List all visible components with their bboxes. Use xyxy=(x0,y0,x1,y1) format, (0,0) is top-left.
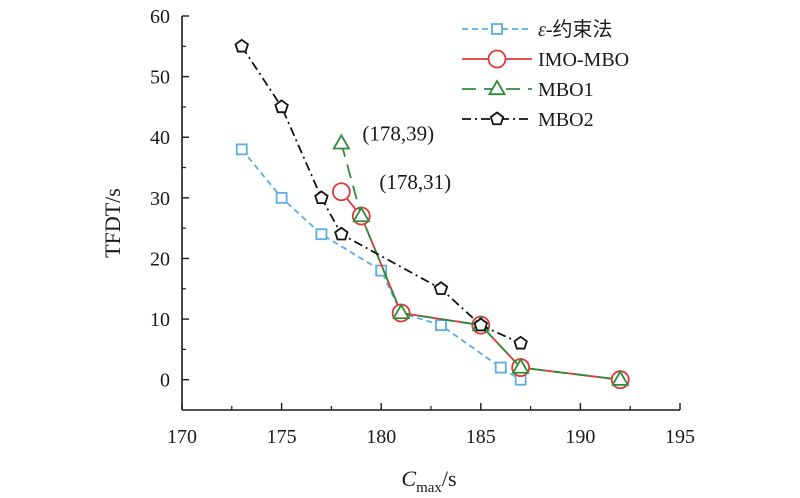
data-point xyxy=(435,319,447,332)
y-tick-label: 40 xyxy=(150,127,170,149)
series-line xyxy=(340,143,621,381)
x-tick-label: 180 xyxy=(366,426,396,448)
data-point xyxy=(433,281,449,295)
data-point xyxy=(494,361,507,374)
data-point xyxy=(334,226,349,241)
data-point xyxy=(315,228,328,241)
series-line xyxy=(241,148,522,381)
data-point xyxy=(235,143,248,156)
legend-marker xyxy=(487,79,507,96)
x-axis-label-subscript: max xyxy=(416,480,442,496)
legend-item: ε-约束法 xyxy=(462,18,613,41)
x-axis-label: Cmax/s xyxy=(401,466,456,496)
legend-marker xyxy=(491,23,503,35)
annotation-label: (178,39) xyxy=(362,121,434,145)
x-tick-label: 195 xyxy=(665,426,695,448)
y-tick-label: 0 xyxy=(160,370,170,392)
data-point xyxy=(332,133,351,150)
data-point xyxy=(352,206,371,223)
y-tick-label: 20 xyxy=(150,248,170,270)
y-axis-label: TFDT/s xyxy=(100,188,125,258)
legend-item: MBO1 xyxy=(462,79,594,101)
legend-label-symbol: ε xyxy=(538,19,546,41)
data-point xyxy=(331,182,351,202)
data-point xyxy=(473,317,489,332)
y-tick-label: 50 xyxy=(150,67,170,89)
legend-marker xyxy=(489,111,505,126)
legend-label: MBO2 xyxy=(538,109,594,131)
series-4 xyxy=(234,38,528,350)
annotation-layer: (178,39) (178,31) xyxy=(362,121,451,193)
series-2 xyxy=(331,182,630,390)
legend-label: IMO-MBO xyxy=(538,49,629,71)
legend-item: IMO-MBO xyxy=(462,49,629,71)
data-point xyxy=(274,99,289,114)
legend-label: ε-约束法 xyxy=(538,18,613,41)
legend: ε-约束法 IMO-MBO MBO1 MBO2 xyxy=(462,18,629,131)
data-point xyxy=(513,335,528,350)
data-point xyxy=(234,38,249,53)
series-line xyxy=(340,191,621,381)
data-point xyxy=(314,190,329,205)
data-point xyxy=(511,357,530,374)
legend-marker xyxy=(487,49,507,69)
series-layer xyxy=(234,38,630,390)
data-point xyxy=(391,303,411,320)
y-tick-label: 30 xyxy=(150,188,170,210)
x-tick-label: 175 xyxy=(267,426,297,448)
legend-item: MBO2 xyxy=(462,109,594,131)
y-tick-label: 10 xyxy=(150,309,170,331)
legend-label: MBO1 xyxy=(538,79,594,101)
series-3 xyxy=(332,133,630,386)
x-tick-label: 170 xyxy=(167,426,197,448)
axes: 170 175 180 185 190 195 0 10 20 30 40 50 60 Cmax/s TFD… xyxy=(100,6,695,496)
y-tick-label: 60 xyxy=(150,6,170,28)
x-tick-label: 190 xyxy=(565,426,595,448)
x-tick-label: 185 xyxy=(466,426,496,448)
x-axis-label-main: C xyxy=(401,466,416,491)
data-point xyxy=(611,369,630,386)
x-axis-label-unit: /s xyxy=(442,466,457,491)
annotation-label: (178,31) xyxy=(379,170,451,194)
data-point xyxy=(275,191,288,204)
